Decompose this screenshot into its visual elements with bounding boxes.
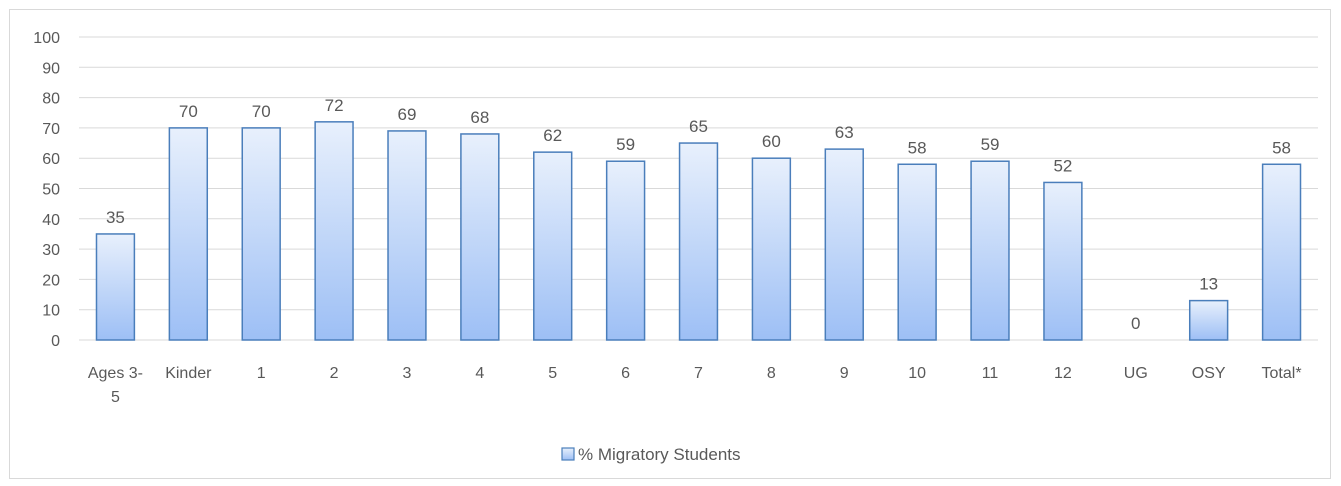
data-label: 69 [398,105,417,124]
x-tick-label: Ages 3- [88,365,143,382]
data-label: 65 [689,117,708,136]
bar [1043,181,1083,341]
bar [897,163,937,341]
data-label: 60 [762,132,781,151]
bar [95,233,136,341]
bar [387,130,427,341]
data-label: 13 [1199,275,1218,294]
y-tick-label: 20 [42,272,60,289]
data-label: 58 [1272,138,1291,157]
y-tick-label: 100 [33,30,60,47]
x-tick-label: 1 [257,365,266,382]
x-tick-label: 8 [767,365,776,382]
x-tick-label: 9 [840,365,849,382]
data-label: 58 [908,138,927,157]
y-tick-label: 90 [42,60,60,77]
x-tick-label: 2 [330,365,339,382]
bar [241,127,281,341]
data-label: 35 [106,208,125,227]
y-tick-label: 0 [51,333,60,350]
data-label: 59 [616,135,635,154]
legend: % Migratory Students [561,445,741,464]
bar [751,157,792,341]
x-tick-label: 11 [982,365,999,382]
data-label: 52 [1053,156,1072,175]
bar [824,148,864,341]
gridlines [79,36,1318,341]
y-tick-label: 40 [42,212,60,229]
y-tick-label: 60 [42,151,60,168]
bar [970,160,1010,341]
x-tick-label: 12 [1054,365,1072,382]
bar [1188,299,1229,341]
x-tick-label: 6 [621,365,630,382]
bar [533,151,573,341]
data-label: 72 [325,96,344,115]
x-tick-label: OSY [1192,365,1226,382]
legend-label: % Migratory Students [578,445,741,464]
x-tick-label: 5 [548,365,557,382]
y-tick-label: 80 [42,91,60,108]
data-label: 63 [835,123,854,142]
bar [605,160,646,341]
y-tick-label: 50 [42,182,60,199]
x-tick-label: Total* [1262,365,1302,382]
bar [460,133,500,341]
x-tick-label: Kinder [165,365,212,382]
bar [1261,163,1302,341]
x-tick-label: 5 [111,389,120,406]
data-label: 62 [543,126,562,145]
bar [168,127,209,341]
legend-swatch [561,447,575,461]
data-label: 59 [981,135,1000,154]
bar [314,121,354,341]
data-label: 70 [179,102,198,121]
bar [678,142,719,341]
data-label: 70 [252,102,271,121]
x-tick-label: 4 [475,365,484,382]
data-label: 68 [470,108,489,127]
y-axis-ticks: 0 10 20 30 40 50 60 70 80 90 100 [33,30,60,350]
y-tick-label: 10 [42,303,60,320]
bars [95,121,1302,341]
y-tick-label: 30 [42,242,60,259]
data-label: 0 [1131,314,1140,333]
x-tick-label: 10 [908,365,926,382]
x-tick-label: UG [1124,365,1148,382]
x-tick-label: 7 [694,365,703,382]
y-tick-label: 70 [42,121,60,138]
data-labels: 35 70 70 72 69 68 62 59 65 60 63 58 59 52 0 13 58 [106,96,1291,333]
x-tick-label: 3 [403,365,412,382]
chart-frame [9,9,1331,479]
